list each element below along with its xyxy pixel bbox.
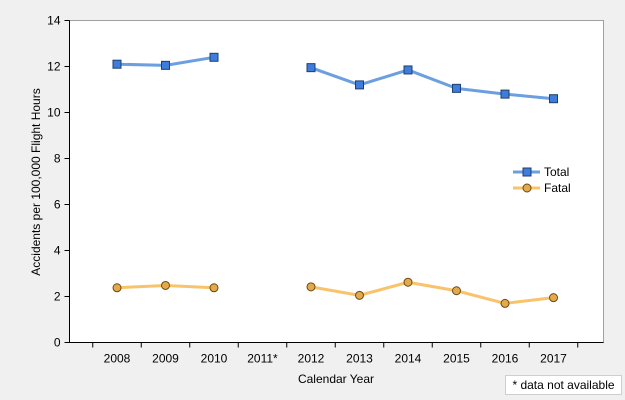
x-tick-label: 2015: [443, 352, 470, 366]
fatal-data-point: [209, 283, 219, 293]
y-tick-label: 8: [54, 152, 61, 166]
series-layer: [112, 52, 558, 308]
total-series-line: [310, 66, 554, 101]
x-tick-label: 2012: [298, 352, 325, 366]
x-tick-label: 2011*: [247, 352, 278, 366]
x-tick-label: 2013: [346, 352, 373, 366]
total-data-point: [549, 94, 558, 104]
y-tick-label: 2: [54, 290, 61, 304]
fatal-data-point: [161, 280, 170, 290]
legend-total-marker: [522, 167, 532, 177]
legend: Total Fatal: [513, 165, 571, 195]
x-tick-label: 2010: [201, 352, 228, 366]
y-tick-label: 0: [54, 336, 61, 350]
fatal-data-point: [403, 277, 413, 287]
x-tick-label: 2009: [152, 352, 179, 366]
total-data-point: [452, 83, 461, 93]
y-tick-label: 12: [47, 60, 61, 74]
fatal-data-point: [112, 283, 122, 293]
fatal-data-point: [306, 282, 316, 292]
total-data-point: [500, 89, 510, 99]
total-data-point: [161, 60, 170, 70]
footnote: * data not available: [505, 375, 622, 395]
total-data-point: [209, 52, 219, 62]
x-axis-title: Calendar Year: [298, 372, 374, 386]
y-tick-label: 10: [47, 106, 61, 120]
total-data-point: [403, 65, 413, 75]
fatal-data-point: [452, 286, 461, 296]
fatal-data-point: [549, 293, 558, 303]
axes: 0 2 4 6 8 10 12 14 2008 2009 2010 2011* 2012 2013 2014…: [47, 14, 604, 366]
fatal-data-point: [355, 290, 364, 300]
total-data-point: [112, 59, 122, 69]
legend-total-label: Total: [544, 165, 569, 179]
x-tick-label: 2014: [395, 352, 422, 366]
y-tick-label: 6: [54, 198, 61, 212]
x-tick-label: 2008: [104, 352, 131, 366]
x-tick-label: 2016: [492, 352, 519, 366]
plot-area: [69, 20, 604, 343]
legend-fatal-label: Fatal: [544, 181, 571, 195]
y-tick-label: 4: [54, 244, 61, 258]
y-tick-label: 14: [47, 14, 61, 28]
fatal-series-line: [310, 280, 554, 305]
y-axis-title: Accidents per 100,000 Flight Hours: [29, 88, 43, 275]
fatal-data-point: [500, 298, 510, 308]
total-data-point: [355, 80, 364, 90]
total-data-point: [306, 63, 316, 73]
x-tick-label: 2017: [540, 352, 567, 366]
legend-fatal-marker: [522, 183, 532, 193]
